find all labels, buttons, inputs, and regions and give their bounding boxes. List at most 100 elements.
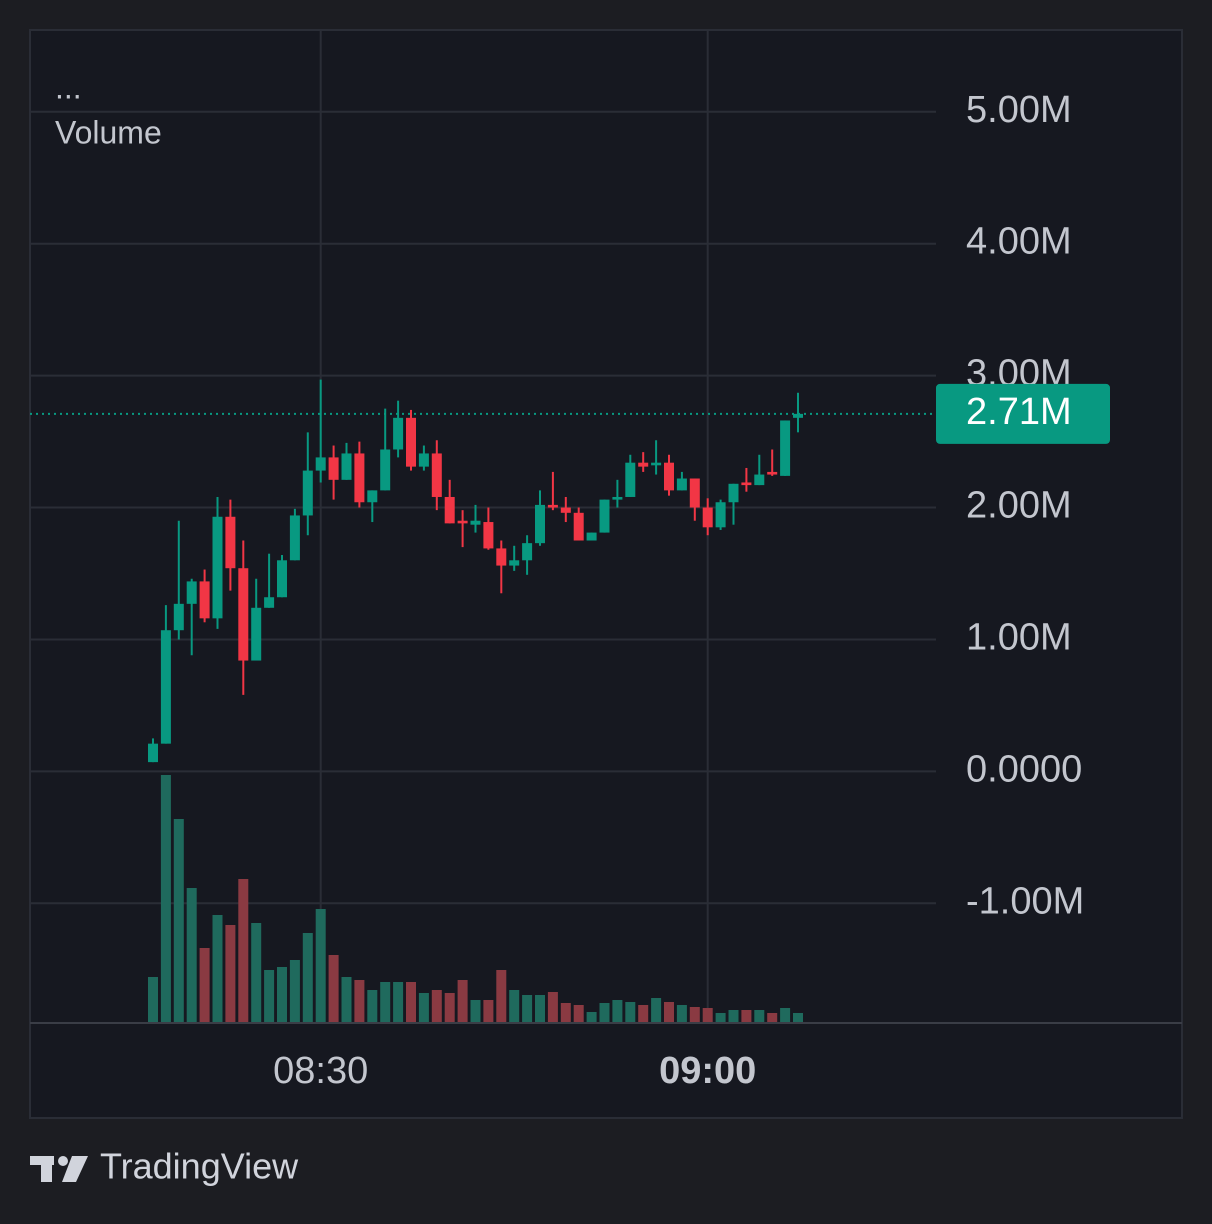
indicator-menu[interactable]: ... <box>55 69 82 105</box>
volume-bar <box>238 879 249 1022</box>
last-price-label: 2.71M <box>966 391 1072 433</box>
candle-body <box>354 453 365 503</box>
candle-body <box>599 499 610 533</box>
volume-bar <box>702 1008 713 1022</box>
candle-body <box>367 490 378 503</box>
volume-bar <box>328 955 339 1022</box>
volume-bar <box>199 948 210 1022</box>
volume-bar <box>793 1013 803 1022</box>
volume-bar <box>277 967 287 1022</box>
x-tick-label: 08:30 <box>273 1050 368 1092</box>
candle-body <box>638 462 649 467</box>
volume-bar <box>522 995 533 1022</box>
candle-body <box>728 483 739 503</box>
candle-body <box>483 522 494 549</box>
volume-bar <box>173 819 184 1022</box>
y-tick-label: 4.00M <box>966 221 1072 263</box>
volume-bar <box>715 1013 726 1022</box>
volume-bar <box>341 977 352 1022</box>
volume-bar <box>664 1002 674 1022</box>
candle-body <box>341 453 352 480</box>
volume-bar <box>728 1010 739 1022</box>
candle-body <box>431 453 442 497</box>
candle-body <box>315 457 326 471</box>
candle-body <box>212 516 223 619</box>
logo-part <box>62 1156 88 1182</box>
volume-bar <box>457 980 468 1022</box>
candle-body <box>160 630 171 744</box>
volume-bar <box>444 993 455 1022</box>
volume-bar <box>599 1003 610 1022</box>
y-tick-label: -1.00M <box>966 880 1084 922</box>
volume-bar <box>689 1007 700 1022</box>
candle-body <box>702 507 713 528</box>
candle-body <box>406 417 416 467</box>
candle-body <box>767 471 778 475</box>
candle-body <box>380 449 391 491</box>
volume-bar <box>354 980 365 1022</box>
volume-bar <box>148 977 158 1022</box>
candle-body <box>302 470 313 516</box>
volume-bar <box>367 990 378 1022</box>
candle-body <box>264 597 275 608</box>
volume-bar <box>612 1000 623 1022</box>
volume-bar <box>393 982 404 1022</box>
volume-bar <box>289 960 300 1022</box>
volume-bar <box>496 970 507 1022</box>
candle-body <box>573 512 584 541</box>
volume-bar <box>676 1005 687 1022</box>
candle-body <box>651 462 662 466</box>
candle-body <box>148 743 158 763</box>
y-tick-label: 5.00M <box>966 89 1072 131</box>
volume-bar <box>535 995 545 1022</box>
logo-part <box>41 1156 52 1182</box>
candle-body <box>741 482 752 486</box>
volume-bar <box>586 1012 597 1022</box>
candle-body <box>328 457 339 480</box>
candle-body <box>586 532 597 541</box>
candle-body <box>277 560 287 598</box>
volume-bar <box>264 970 275 1022</box>
volume-bar <box>560 1003 571 1022</box>
candle-body <box>470 520 481 525</box>
volume-bar <box>573 1005 584 1022</box>
candle-body <box>457 520 468 524</box>
candle-body <box>547 504 558 508</box>
candle-body <box>393 417 404 450</box>
volume-bar <box>418 993 429 1022</box>
volume-bar <box>754 1010 765 1022</box>
candle-body <box>715 502 726 528</box>
volume-bar <box>186 888 197 1022</box>
candle-body <box>522 543 533 561</box>
volume-bar <box>212 915 223 1022</box>
marks <box>30 379 936 1022</box>
brand-logo <box>30 1156 88 1182</box>
candle-body <box>689 478 700 508</box>
volume-bar <box>380 982 391 1022</box>
volume-bar <box>625 1002 636 1022</box>
volume-bar <box>431 990 442 1022</box>
candle-body <box>509 560 520 566</box>
candle-body <box>289 515 300 561</box>
candle-body <box>754 474 765 486</box>
brand-name: TradingView <box>100 1146 299 1187</box>
y-tick-label: 1.00M <box>966 616 1072 658</box>
candle-body <box>612 496 623 500</box>
candle-body <box>186 581 197 604</box>
candle-body <box>173 603 184 631</box>
candle-body <box>676 478 687 491</box>
volume-bar <box>509 990 520 1022</box>
y-tick-label: 2.00M <box>966 485 1072 527</box>
candle-body <box>535 504 545 544</box>
volume-bar <box>651 998 662 1022</box>
candle-body <box>560 507 571 513</box>
volume-bar <box>315 909 326 1022</box>
volume-bar <box>302 933 313 1022</box>
logo-part <box>58 1156 68 1166</box>
x-tick-label: 09:00 <box>659 1050 756 1092</box>
y-tick-label: 0.0000 <box>966 748 1082 790</box>
candle-body <box>251 607 262 661</box>
volume-bar <box>160 775 171 1022</box>
